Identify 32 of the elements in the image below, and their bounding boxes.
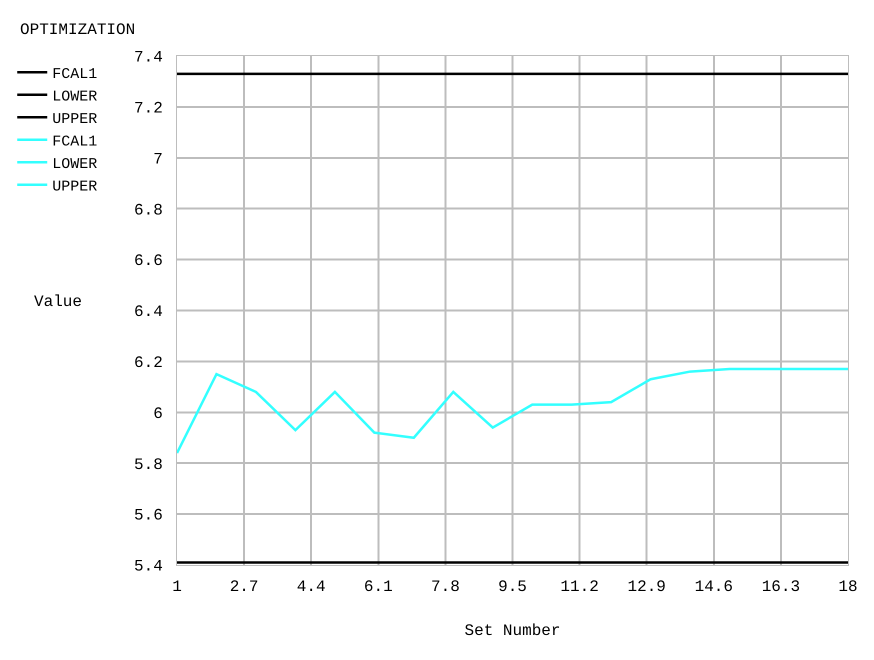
x-tick-label: 2.7 — [230, 578, 259, 596]
line-series — [177, 368, 848, 454]
y-tick-label: 6.2 — [134, 354, 163, 372]
y-axis-title: Value — [34, 293, 82, 311]
y-tick-label: 6 — [153, 404, 163, 423]
y-tick-label: 5.6 — [134, 506, 163, 525]
legend-label: FCAL1 — [52, 134, 98, 151]
legend-label: UPPER — [52, 178, 98, 196]
x-axis-title: Set Number — [464, 622, 561, 640]
x-tick-label: 18 — [838, 578, 858, 596]
x-tick-label: 4.4 — [296, 578, 326, 596]
x-tick-label: 12.9 — [627, 578, 666, 596]
x-tick-label: 7.8 — [430, 578, 460, 596]
x-tick-label: 9.5 — [498, 578, 527, 596]
y-tick-label: 7 — [153, 150, 163, 168]
legend-label: FCAL1 — [52, 66, 98, 84]
y-tick-label: 5.8 — [134, 456, 163, 474]
legend-label: UPPER — [52, 111, 98, 128]
y-tick-label: 6.8 — [134, 201, 163, 220]
x-tick-label: 6.1 — [364, 578, 393, 596]
chart-title: OPTIMIZATION — [20, 21, 136, 39]
y-tick-label: 7.2 — [134, 100, 163, 118]
x-tick-label: 16.3 — [762, 578, 800, 596]
y-tick-label: 6.4 — [134, 303, 163, 322]
x-tick-label: 14.6 — [694, 578, 734, 596]
legend-label: LOWER — [52, 88, 98, 106]
x-tick-label: 11.2 — [560, 578, 599, 596]
y-tick-label: 5.4 — [134, 558, 163, 576]
y-tick-label: 7.4 — [134, 48, 163, 67]
y-tick-label: 6.6 — [134, 252, 163, 270]
legend-label: LOWER — [52, 156, 98, 174]
x-tick-label: 1 — [172, 578, 182, 596]
